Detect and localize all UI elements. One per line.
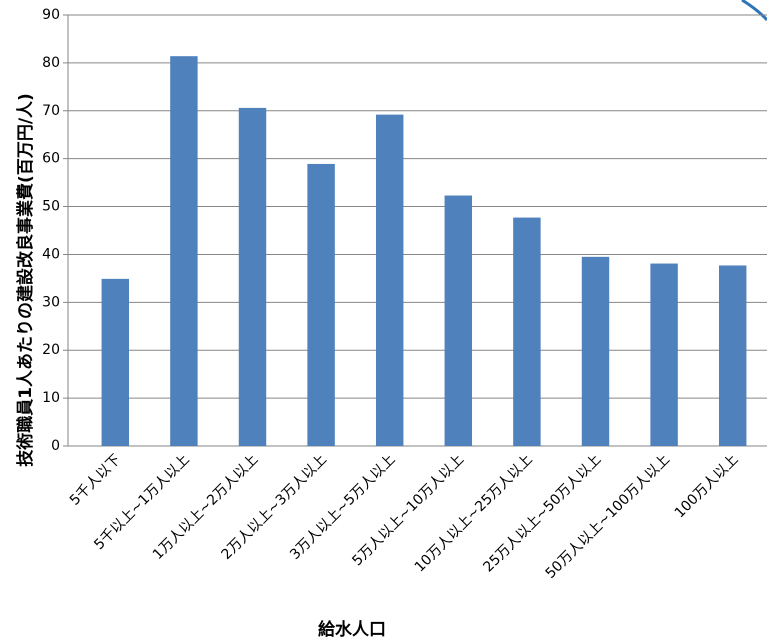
- x-tick-label: 10万人以上~25万人以上: [412, 452, 536, 576]
- bar: [513, 217, 541, 446]
- y-tick-label: 70: [42, 103, 60, 119]
- bar: [718, 265, 747, 446]
- bar: [375, 114, 404, 446]
- x-tick-label: 25万人以上~50万人以上: [480, 452, 604, 576]
- bar: [238, 107, 267, 446]
- bar: [170, 56, 198, 446]
- y-tick-label: 80: [42, 55, 60, 71]
- y-tick-label: 60: [42, 151, 60, 167]
- y-tick-label: 20: [42, 342, 60, 358]
- x-axis-label: 給水人口: [318, 619, 386, 640]
- y-axis-label: 技術職員1人あたりの建設改良事業費(百万円/人): [15, 93, 36, 467]
- x-tick-label: 100万人以上: [672, 452, 742, 522]
- x-tick-label: 5千人以下: [67, 452, 124, 509]
- x-tick-label: 50万人以上~100万人以上: [543, 452, 673, 582]
- bar: [650, 263, 678, 446]
- y-tick-label: 40: [42, 246, 60, 262]
- decoration: [741, 0, 767, 22]
- y-tick-label: 10: [42, 390, 60, 406]
- bar: [444, 195, 473, 446]
- y-tick-label: 50: [42, 199, 60, 215]
- bar: [581, 256, 610, 446]
- bar: [101, 278, 130, 446]
- bar: [307, 163, 335, 446]
- x-tick-label: 5万人以上~10万人以上: [349, 452, 467, 570]
- y-tick-label: 30: [42, 294, 60, 310]
- y-tick-label: 0: [51, 438, 60, 454]
- y-tick-label: 90: [42, 7, 60, 23]
